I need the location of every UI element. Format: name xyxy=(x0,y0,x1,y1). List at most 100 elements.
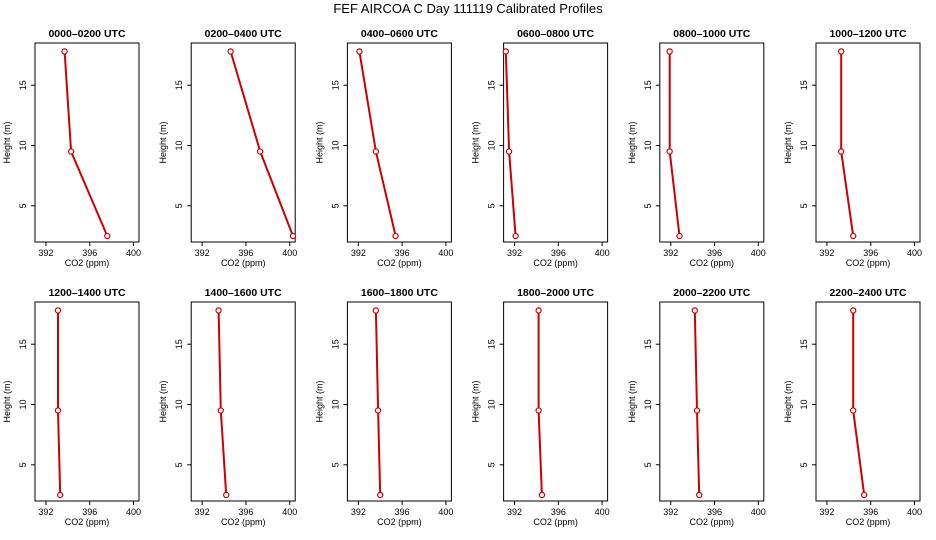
x-tick-label: 396 xyxy=(551,248,566,258)
data-point xyxy=(256,148,264,155)
panel-3: 0400–0600 UTC 392 396 400 5 10 15 CO2 (ppm) Heig… xyxy=(314,28,453,268)
x-axis-label: CO2 (ppm) xyxy=(846,258,891,268)
x-tick-label: 392 xyxy=(195,507,210,517)
profile-line xyxy=(374,310,382,496)
y-tick-label: 10 xyxy=(174,400,184,410)
x-tick-label: 400 xyxy=(907,507,922,517)
x-axis-label: CO2 (ppm) xyxy=(377,517,422,527)
x-axis-label: CO2 (ppm) xyxy=(221,258,266,268)
x-tick-label: 396 xyxy=(395,507,410,517)
x-axis-label: CO2 (ppm) xyxy=(65,517,110,527)
x-axis-label: CO2 (ppm) xyxy=(533,517,578,527)
panel-7: 1200–1400 UTC 392 396 400 5 10 15 CO2 (ppm) Heig… xyxy=(2,287,141,527)
x-tick-label: 392 xyxy=(351,507,366,517)
data-point xyxy=(850,407,857,414)
panel-title: 0600–0800 UTC xyxy=(517,28,594,40)
x-tick-label: 396 xyxy=(238,507,253,517)
y-axis-label: Height (m) xyxy=(2,121,12,163)
y-tick-label: 10 xyxy=(330,400,340,410)
profile-line xyxy=(668,51,681,237)
y-tick-label: 5 xyxy=(799,462,809,467)
plot-frame xyxy=(346,42,452,243)
profile-line xyxy=(229,51,294,237)
profile-line xyxy=(217,310,228,496)
y-tick-label: 10 xyxy=(487,400,497,410)
y-tick-label: 15 xyxy=(487,339,497,349)
y-axis-label: Height (m) xyxy=(783,380,793,422)
profile-line xyxy=(504,51,517,237)
x-tick-label: 392 xyxy=(38,248,53,258)
x-tick-label: 400 xyxy=(751,507,766,517)
data-point xyxy=(505,148,513,155)
data-point xyxy=(372,307,380,314)
y-tick-label: 15 xyxy=(487,80,497,90)
x-tick-label: 400 xyxy=(126,507,141,517)
panel-9: 1600–1800 UTC 392 396 400 5 10 15 CO2 (ppm) Heig… xyxy=(314,287,453,527)
y-tick-label: 10 xyxy=(18,400,28,410)
x-axis-label: CO2 (ppm) xyxy=(65,258,110,268)
x-axis-label: CO2 (ppm) xyxy=(846,517,891,527)
plot-frame xyxy=(346,301,452,502)
x-tick-label: 392 xyxy=(38,507,53,517)
y-axis-label: Height (m) xyxy=(158,380,168,422)
plot-frame xyxy=(659,301,765,502)
y-tick-label: 10 xyxy=(18,141,28,151)
y-tick-label: 5 xyxy=(643,462,653,467)
data-point xyxy=(223,491,230,499)
x-tick-label: 396 xyxy=(82,248,97,258)
panel-title: 0200–0400 UTC xyxy=(205,28,282,40)
profile-line xyxy=(57,310,62,496)
y-tick-label: 5 xyxy=(18,462,28,467)
data-point xyxy=(691,307,699,314)
x-tick-label: 400 xyxy=(438,248,453,258)
profile-line xyxy=(63,51,109,237)
data-point xyxy=(850,307,857,314)
y-axis-label: Height (m) xyxy=(314,380,324,422)
panel-title: 1200–1400 UTC xyxy=(48,287,125,299)
panel-4: 0600–0800 UTC 392 396 400 5 10 15 CO2 (ppm) Heig… xyxy=(471,28,610,268)
panel-11: 2000–2200 UTC 392 396 400 5 10 15 CO2 (ppm) Heig… xyxy=(627,287,766,527)
data-point xyxy=(502,48,509,55)
plot-frame xyxy=(815,42,921,243)
x-tick-label: 396 xyxy=(863,507,878,517)
y-tick-label: 15 xyxy=(799,80,809,90)
x-tick-label: 400 xyxy=(907,248,922,258)
x-tick-label: 396 xyxy=(238,248,253,258)
y-tick-label: 5 xyxy=(174,462,184,467)
profile-line xyxy=(537,310,543,496)
y-axis-label: Height (m) xyxy=(471,121,481,163)
y-tick-label: 15 xyxy=(643,339,653,349)
y-tick-label: 10 xyxy=(330,141,340,151)
x-tick-label: 400 xyxy=(282,248,297,258)
chart-title: FEF AIRCOA C Day 111119 Calibrated Profi… xyxy=(333,1,603,16)
y-tick-label: 15 xyxy=(174,339,184,349)
y-tick-label: 10 xyxy=(174,141,184,151)
panel-10: 1800–2000 UTC 392 396 400 5 10 15 CO2 (ppm) Heig… xyxy=(471,287,610,527)
plot-frame xyxy=(190,42,296,243)
y-tick-label: 15 xyxy=(330,80,340,90)
data-point xyxy=(54,307,62,314)
panel-title: 0000–0200 UTC xyxy=(48,28,125,40)
data-point xyxy=(676,232,683,240)
panels-group: 0000–0200 UTC 392 396 400 5 10 15 CO2 (ppm) Heig… xyxy=(2,28,922,527)
data-point xyxy=(837,148,845,155)
y-tick-label: 5 xyxy=(799,203,809,208)
x-tick-label: 392 xyxy=(195,248,210,258)
data-point xyxy=(693,407,701,414)
data-point xyxy=(535,407,542,414)
y-axis-label: Height (m) xyxy=(158,121,168,163)
data-point xyxy=(217,407,224,414)
data-point xyxy=(61,48,68,55)
y-tick-label: 10 xyxy=(487,141,497,151)
plot-frame xyxy=(659,42,765,243)
x-axis-label: CO2 (ppm) xyxy=(221,517,266,527)
y-tick-label: 10 xyxy=(643,141,653,151)
x-tick-label: 392 xyxy=(507,507,522,517)
x-tick-label: 392 xyxy=(507,248,522,258)
x-axis-label: CO2 (ppm) xyxy=(533,258,578,268)
y-tick-label: 10 xyxy=(799,400,809,410)
plot-frame xyxy=(815,301,921,502)
data-point xyxy=(227,48,234,55)
x-tick-label: 396 xyxy=(707,248,722,258)
